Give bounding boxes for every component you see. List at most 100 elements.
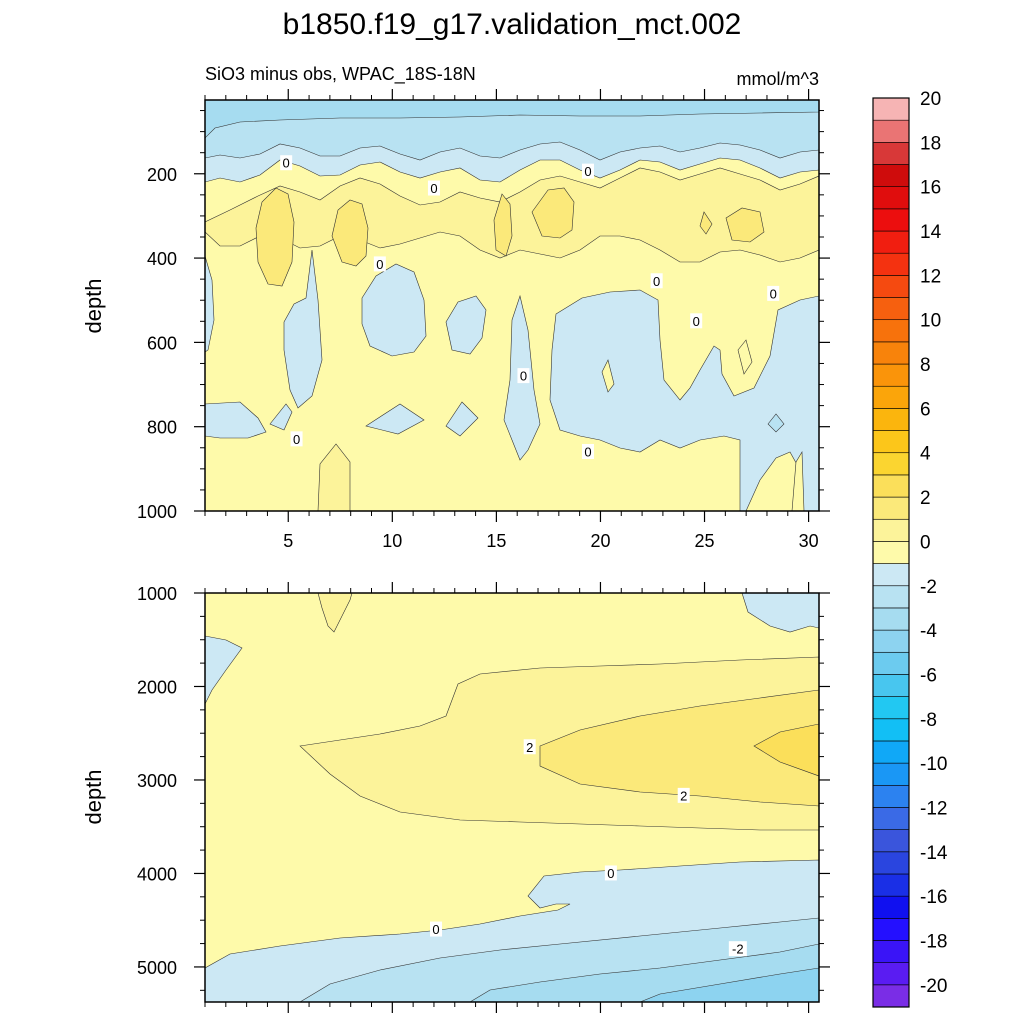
contour-label: 0 — [653, 274, 660, 289]
contour-label-box — [280, 155, 293, 171]
colorbar-swatch — [872, 784, 910, 808]
colorbar-swatch — [872, 851, 910, 875]
colorbar-swatch — [872, 895, 910, 919]
lower-contour-labels: 2 2 0 0 -2 — [430, 739, 747, 957]
contour-label: -2 — [732, 942, 744, 957]
colorbar-swatch — [872, 252, 910, 276]
colorbar-swatch — [872, 97, 910, 121]
lower-panel-fill — [205, 593, 819, 1002]
contour-label-box — [290, 431, 303, 447]
colorbar-tick-label: 4 — [920, 444, 931, 465]
colorbar-swatch — [872, 408, 910, 431]
colorbar-swatch — [872, 807, 910, 830]
upper-region-negative-d11 — [767, 413, 785, 433]
contour-label-box — [581, 163, 594, 179]
upper-region-patch-f — [725, 207, 765, 243]
colorbar-tick-label: 0 — [920, 532, 931, 553]
upper-region-patch-c — [493, 193, 513, 257]
upper-ytick-label: 600 — [147, 333, 177, 353]
colorbar-tick-label: -8 — [920, 710, 937, 731]
colorbar-swatch — [872, 940, 910, 963]
upper-xtick-label: 20 — [590, 531, 610, 551]
colorbar-swatch — [872, 164, 910, 187]
colorbar-tick-label: 12 — [920, 266, 941, 287]
upper-region-negative-d3 — [361, 263, 427, 357]
contour-label-box — [650, 273, 663, 289]
colorbar-swatch — [872, 740, 910, 764]
colorbar-swatch — [872, 430, 910, 454]
upper-frame — [204, 99, 820, 512]
contour-label: 0 — [584, 444, 591, 459]
contour-label-box — [373, 256, 386, 272]
colorbar-tick-label: -20 — [920, 976, 947, 997]
colorbar: -20-18-16-14-12-10-8-6-4-202468101214161… — [872, 89, 948, 1008]
upper-xtick-label: 15 — [486, 531, 506, 551]
colorbar-swatch — [872, 918, 910, 941]
contour-label: 0 — [293, 432, 300, 447]
upper-xtick-label: 10 — [382, 531, 402, 551]
colorbar-swatch — [872, 873, 910, 897]
upper-xtick-label: 30 — [799, 531, 819, 551]
upper-ytick-label: 400 — [147, 249, 177, 269]
colorbar-swatch — [872, 142, 910, 165]
upper-region-negative-d2 — [283, 249, 323, 409]
lower-frame — [204, 592, 820, 1003]
colorbar-swatch — [872, 186, 910, 210]
upper-region-negative-d4 — [445, 295, 487, 355]
upper-region-patch-a — [255, 187, 295, 287]
colorbar-swatch — [872, 385, 910, 409]
contour-label-box — [728, 941, 747, 957]
lower-ytick-label: 1000 — [137, 584, 177, 604]
contour-label: 0 — [432, 922, 439, 937]
colorbar-swatch — [872, 208, 910, 232]
contour-label-box — [517, 368, 530, 384]
colorbar-swatch — [872, 962, 910, 986]
upper-xtick-label: 25 — [695, 531, 715, 551]
lower-ytick-label: 3000 — [137, 771, 177, 791]
chart-units: mmol/m^3 — [737, 69, 819, 89]
lower-ytick-label: 2000 — [137, 677, 177, 697]
contour-label: 0 — [693, 314, 700, 329]
contour-label: 0 — [770, 286, 777, 301]
lower-region-positive-3 — [753, 723, 819, 777]
upper-region-positive-hole-a — [601, 359, 615, 393]
contour-label-box — [430, 921, 443, 937]
upper-region-positive-deep-hole — [791, 450, 805, 511]
upper-region-negative-d7 — [205, 401, 267, 439]
contour-label-box — [767, 285, 780, 301]
colorbar-swatch — [872, 585, 910, 609]
contour-label: 0 — [584, 164, 591, 179]
colorbar-tick-label: -16 — [920, 887, 947, 908]
lower-region-positive-top-patch — [317, 593, 353, 633]
colorbar-tick-label: -14 — [920, 843, 948, 864]
colorbar-swatch — [872, 319, 910, 343]
colorbar-swatch — [872, 829, 910, 853]
upper-region-negative-d9 — [365, 403, 425, 435]
contour-label-box — [523, 739, 536, 755]
colorbar-tick-label: 10 — [920, 311, 941, 332]
colorbar-swatch — [872, 275, 910, 298]
colorbar-swatch — [872, 496, 910, 520]
contour-label: 2 — [526, 740, 533, 755]
colorbar-tick-label: 14 — [920, 222, 942, 243]
colorbar-tick-label: 20 — [920, 89, 941, 110]
upper-region-patch-d — [531, 187, 575, 239]
lower-ticks: 1000 2000 3000 4000 5000 — [137, 582, 830, 1013]
upper-ytick-label: 800 — [147, 418, 177, 438]
colorbar-swatch — [872, 518, 910, 542]
upper-region-negative-d8 — [269, 403, 293, 431]
contour-label: 0 — [283, 156, 290, 171]
colorbar-tick-label: -18 — [920, 931, 947, 952]
contour-label: 0 — [520, 369, 527, 384]
colorbar-tick-label: -4 — [920, 621, 937, 642]
colorbar-tick-label: -6 — [920, 665, 937, 686]
upper-panel-fill — [205, 100, 819, 511]
colorbar-swatch — [872, 563, 910, 587]
upper-region-top-band — [205, 100, 819, 139]
colorbar-swatch — [872, 696, 910, 720]
colorbar-swatch — [872, 341, 910, 365]
colorbar-swatch — [872, 297, 910, 321]
colorbar-swatch — [872, 629, 910, 653]
upper-region-positive-hole-b — [737, 339, 753, 375]
contour-label: 0 — [376, 257, 383, 272]
